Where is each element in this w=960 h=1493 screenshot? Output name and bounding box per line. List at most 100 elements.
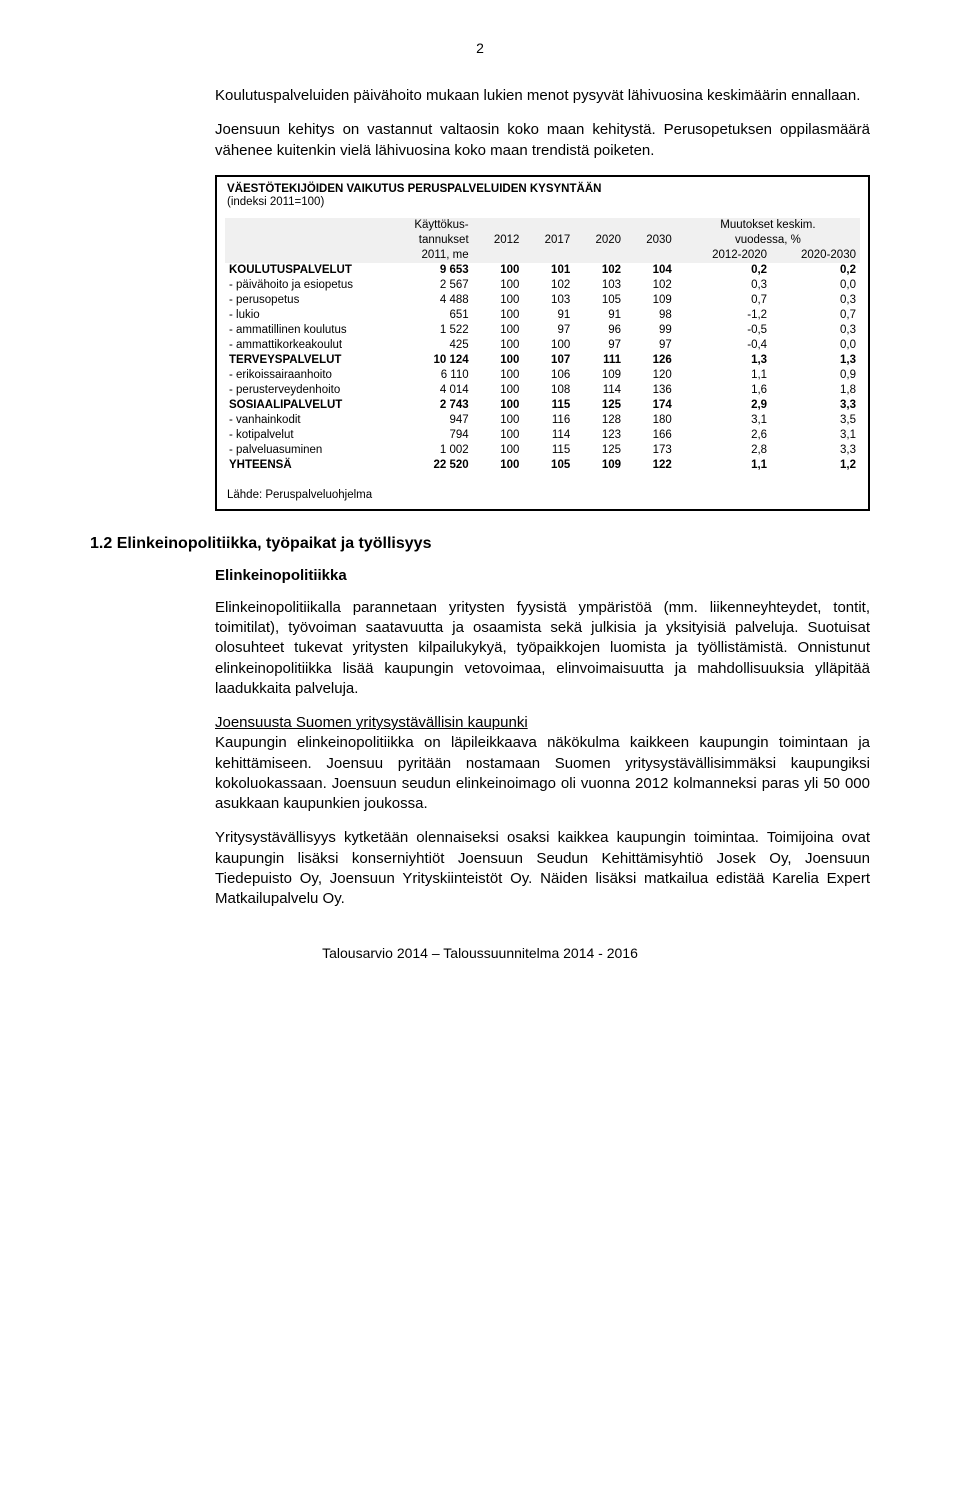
intro-p2: Joensuun kehitys on vastannut valtaosin … [215, 120, 870, 161]
table-cell: 2,6 [676, 428, 771, 443]
table-cell: 0,9 [771, 368, 860, 383]
table-cell: 108 [523, 383, 574, 398]
table-cell: 106 [523, 368, 574, 383]
table-cell: 97 [574, 338, 625, 353]
table-cell: 100 [473, 368, 524, 383]
table-cell: - palveluasuminen [225, 443, 409, 458]
table-cell: 125 [574, 443, 625, 458]
table-cell: 120 [625, 368, 676, 383]
table-cell: 107 [523, 353, 574, 368]
table-cell: 2,8 [676, 443, 771, 458]
table-cell: 3,1 [771, 428, 860, 443]
table-cell: - vanhainkodit [225, 413, 409, 428]
table-subtitle: (indeksi 2011=100) [225, 196, 860, 218]
table-cell: 109 [574, 368, 625, 383]
table-cell: 1 002 [409, 443, 473, 458]
col-2030: 2030 [625, 233, 676, 248]
table-cell: 0,7 [771, 308, 860, 323]
table-cell: 100 [473, 338, 524, 353]
p3: Elinkeinopolitiikalla parannetaan yritys… [215, 598, 870, 699]
table-cell: - lukio [225, 308, 409, 323]
table-cell: 91 [523, 308, 574, 323]
col-change-a: 2012-2020 [676, 248, 771, 263]
table-row: - perusterveydenhoito4 0141001081141361,… [225, 383, 860, 398]
table-row: - kotipalvelut7941001141231662,63,1 [225, 428, 860, 443]
table-cell: 3,3 [771, 443, 860, 458]
table-cell: TERVEYSPALVELUT [225, 353, 409, 368]
table-row: - ammatillinen koulutus1 522100979699-0,… [225, 323, 860, 338]
table-cell: 116 [523, 413, 574, 428]
table-cell: 10 124 [409, 353, 473, 368]
table-cell: 122 [625, 458, 676, 473]
table-row: - päivähoito ja esiopetus2 5671001021031… [225, 278, 860, 293]
table-cell: 22 520 [409, 458, 473, 473]
col-change-b: 2020-2030 [771, 248, 860, 263]
table-cell: 115 [523, 398, 574, 413]
table-cell: 100 [473, 353, 524, 368]
table-cell: 109 [574, 458, 625, 473]
table-cell: 136 [625, 383, 676, 398]
p5: Yritysystävällisyys kytketään olennaisek… [215, 828, 870, 909]
footer: Talousarvio 2014 – Taloussuunnitelma 201… [90, 945, 870, 961]
table-cell: 97 [625, 338, 676, 353]
table-cell: 100 [473, 308, 524, 323]
table-cell: 3,1 [676, 413, 771, 428]
table-cell: 100 [473, 413, 524, 428]
table-cell: 4 014 [409, 383, 473, 398]
table-cell: 0,7 [676, 293, 771, 308]
table-cell: 126 [625, 353, 676, 368]
table-cell: 101 [523, 263, 574, 278]
table-cell: 425 [409, 338, 473, 353]
col-cost-l3: 2011, me [409, 248, 473, 263]
table-cell: 947 [409, 413, 473, 428]
table-cell: 2 743 [409, 398, 473, 413]
table-cell: 2,9 [676, 398, 771, 413]
table-cell: 102 [574, 263, 625, 278]
table-cell: 180 [625, 413, 676, 428]
page-number: 2 [90, 40, 870, 56]
table-cell: 115 [523, 443, 574, 458]
table-cell: 111 [574, 353, 625, 368]
table-cell: 0,2 [676, 263, 771, 278]
table-cell: 173 [625, 443, 676, 458]
table-cell: 100 [473, 443, 524, 458]
table-row: - vanhainkodit9471001161281803,13,5 [225, 413, 860, 428]
table-cell: 1,1 [676, 368, 771, 383]
table-cell: 0,3 [771, 293, 860, 308]
table-cell: 3,5 [771, 413, 860, 428]
table-cell: 99 [625, 323, 676, 338]
table-cell: 109 [625, 293, 676, 308]
table-cell: 166 [625, 428, 676, 443]
table-cell: 96 [574, 323, 625, 338]
table-source: Lähde: Peruspalveluohjelma [225, 473, 860, 503]
table-cell: 100 [473, 278, 524, 293]
section-heading: 1.2 Elinkeinopolitiikka, työpaikat ja ty… [90, 535, 870, 553]
table-cell: 1,3 [771, 353, 860, 368]
table-cell: - erikoissairaanhoito [225, 368, 409, 383]
table-cell: 1,3 [676, 353, 771, 368]
table-cell: - ammatillinen koulutus [225, 323, 409, 338]
table-cell: 0,0 [771, 278, 860, 293]
table-cell: 9 653 [409, 263, 473, 278]
table-cell: 174 [625, 398, 676, 413]
p4-title: Joensuusta Suomen yritysystävällisin kau… [215, 714, 528, 731]
table-cell: - päivähoito ja esiopetus [225, 278, 409, 293]
table-cell: 100 [473, 293, 524, 308]
col-change-l1: Muutokset keskim. [676, 218, 860, 233]
p4-body: Kaupungin elinkeinopolitiikka on läpilei… [215, 734, 870, 812]
table-row: TERVEYSPALVELUT10 1241001071111261,31,3 [225, 353, 860, 368]
table-cell: 91 [574, 308, 625, 323]
table-cell: 100 [473, 428, 524, 443]
table-cell: - perusopetus [225, 293, 409, 308]
table-cell: 114 [523, 428, 574, 443]
table-cell: 651 [409, 308, 473, 323]
table-cell: 97 [523, 323, 574, 338]
table-cell: 104 [625, 263, 676, 278]
intro-p1: Koulutuspalveluiden päivähoito mukaan lu… [215, 86, 870, 106]
table-cell: - kotipalvelut [225, 428, 409, 443]
table-cell: - ammattikorkeakoulut [225, 338, 409, 353]
table-cell: 103 [574, 278, 625, 293]
table-row: KOULUTUSPALVELUT9 6531001011021040,20,2 [225, 263, 860, 278]
data-table: Käyttökus- Muutokset keskim. tannukset 2… [225, 218, 860, 473]
table-cell: 105 [523, 458, 574, 473]
